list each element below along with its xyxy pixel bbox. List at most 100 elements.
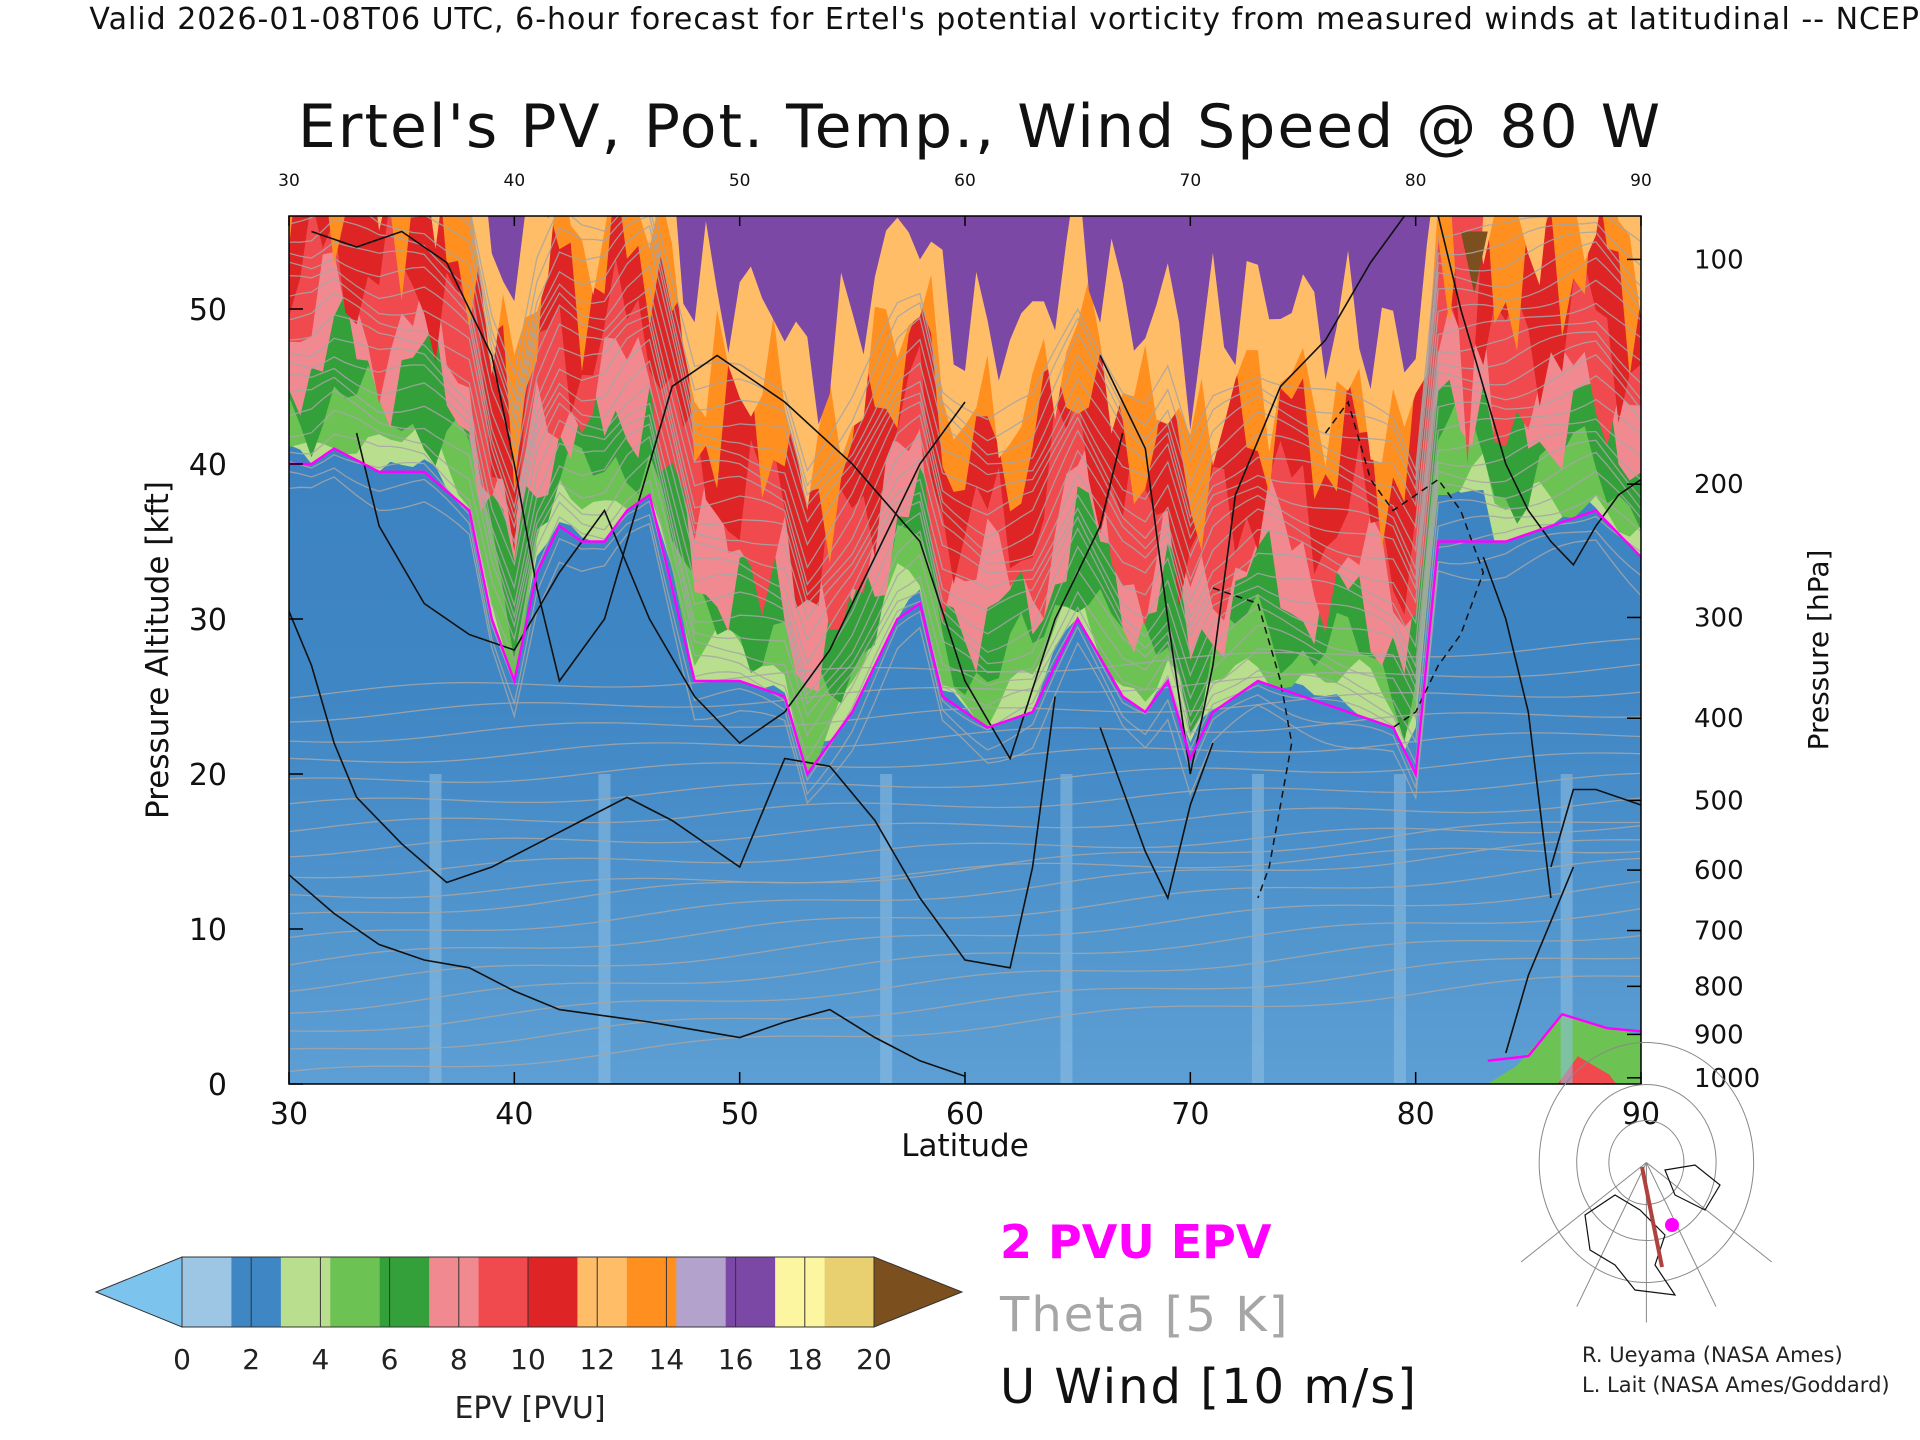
wind-contour (1437, 216, 1641, 567)
credit-line: L. Lait (NASA Ames/Goddard) (1582, 1373, 1890, 1397)
theta-contour (289, 908, 1641, 1014)
theta-contour (289, 314, 1641, 649)
theta-contour (289, 467, 1641, 796)
colorbar-segment (478, 1257, 529, 1327)
epv-colorbar: 0 2 4 6 8 10 12 14 16 18 20 (94, 1256, 964, 1376)
pressure-tick-label: 100 (1694, 245, 1744, 275)
theta-contour (289, 216, 1641, 530)
theta-contour (289, 268, 1641, 597)
credit-line: R. Ueyama (NASA Ames) (1582, 1343, 1843, 1367)
legend-wind: U Wind [10 m/s] (1000, 1359, 1419, 1415)
theta-contour (289, 821, 1641, 915)
theta-contour (289, 356, 1641, 684)
wind-contour-negative (1212, 587, 1293, 899)
map-coastline (1584, 1194, 1677, 1296)
colorbar-tick-label: 12 (579, 1343, 615, 1376)
theta-contour (289, 880, 1641, 993)
top-tick-label: 30 (278, 171, 300, 191)
colorbar-tick-label: 6 (381, 1343, 399, 1376)
colorbar-segment (676, 1257, 727, 1327)
epv-streak (1560, 774, 1573, 1084)
colorbar-segment (626, 1257, 677, 1327)
epv-streak (1060, 774, 1073, 1084)
epv-streak (880, 774, 893, 1084)
x-tick-label: 90 (1622, 1097, 1660, 1132)
top-tick-label: 60 (954, 171, 976, 191)
epv-max-patch (1460, 231, 1488, 294)
pressure-tick-label: 300 (1694, 603, 1744, 633)
map-meridian (1645, 1162, 1717, 1307)
legend-theta: Theta [5 K] (1000, 1287, 1290, 1343)
colorbar-segment (577, 1257, 628, 1327)
epv-streak (1393, 774, 1406, 1084)
colorbar-segment (182, 1257, 232, 1327)
pressure-tick-label: 400 (1694, 704, 1744, 734)
theta-contour (289, 277, 1641, 606)
colorbar-tick-label: 4 (311, 1343, 329, 1376)
theta-contour (289, 367, 1641, 696)
pressure-tick-label: 700 (1694, 917, 1744, 947)
x-tick-label: 30 (270, 1097, 308, 1132)
y-axis-label: Pressure Altitude [kft] (140, 481, 176, 819)
x-tick-label: 40 (495, 1097, 533, 1132)
wind-contour (1550, 788, 1641, 868)
pressure-tick-label: 500 (1694, 786, 1744, 816)
pressure-tick-label: 800 (1694, 972, 1744, 1002)
colorbar-segment (379, 1257, 430, 1327)
pv-2pvu-contour (289, 447, 1641, 779)
pressure-axis-label: Pressure [hPa] (1802, 550, 1835, 751)
colorbar-tick-label: 2 (242, 1343, 260, 1376)
theta-contour (289, 241, 1641, 571)
colorbar-segment (824, 1257, 875, 1327)
theta-contours (289, 216, 1641, 1073)
colorbar-tick-label: 20 (856, 1343, 892, 1376)
pressure-tick-label: 1000 (1694, 1064, 1760, 1094)
wind-contour (289, 610, 1056, 969)
map-meridian (1646, 1162, 1773, 1263)
map-coastline (1664, 1164, 1721, 1211)
colorbar-tick-label: 10 (510, 1343, 546, 1376)
x-tick-label: 70 (1171, 1097, 1209, 1132)
colorbar-tick-label: 16 (718, 1343, 754, 1376)
top-tick-label: 90 (1630, 171, 1652, 191)
top-tick-label: 80 (1405, 171, 1427, 191)
y-tick-label: 40 (189, 448, 227, 483)
top-tick-label: 70 (1180, 171, 1202, 191)
colorbar-over-triangle (873, 1256, 964, 1328)
wind-contour-negative (1324, 400, 1485, 729)
theta-contour (289, 839, 1641, 939)
wind-contour (1505, 866, 1575, 1054)
wind-contour (355, 401, 966, 745)
x-tick-label: 60 (946, 1097, 984, 1132)
x-tick-label: 80 (1397, 1097, 1435, 1132)
epv-streak (429, 774, 442, 1084)
colorbar-label: EPV [PVU] (454, 1391, 605, 1426)
theta-contour (289, 218, 1641, 553)
map-section-track (1640, 1166, 1664, 1268)
inset-map (1520, 1042, 1773, 1323)
map-meridian (1576, 1162, 1647, 1307)
wind-contours (289, 216, 1641, 1078)
theta-contour (470, 216, 1641, 473)
map-location-marker (1665, 1218, 1679, 1232)
map-meridian (1520, 1162, 1647, 1263)
epv-streak (1251, 774, 1264, 1084)
theta-contour (458, 216, 1641, 497)
wind-contour (311, 230, 1124, 761)
colorbar-segment (725, 1257, 776, 1327)
credits: R. Ueyama (NASA Ames) L. Lait (NASA Ames… (1582, 1340, 1890, 1400)
theta-contour (289, 824, 1641, 879)
theta-contour (468, 216, 1641, 487)
theta-contour (289, 691, 1641, 743)
colorbar-tick-label: 8 (450, 1343, 468, 1376)
y-tick-label: 10 (189, 913, 227, 948)
theta-contour (289, 376, 1641, 705)
pv-2pvu-contour-layer (289, 447, 1641, 1062)
theta-contour (384, 216, 1641, 508)
x-axis-label: Latitude (901, 1128, 1029, 1164)
wind-contour (1099, 727, 1214, 901)
y-tick-label: 20 (189, 758, 227, 793)
theta-contour (289, 857, 1641, 966)
